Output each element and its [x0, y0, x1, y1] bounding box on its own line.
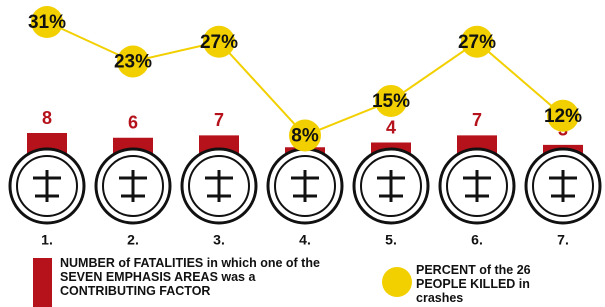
percent-label: 15% [372, 91, 410, 112]
bar-value-label: 4 [386, 117, 396, 137]
legend-dot-swatch [382, 267, 412, 297]
x-tick-label: 6. [471, 232, 483, 248]
percent-label: 23% [114, 51, 152, 72]
bar-value-label: 6 [128, 113, 138, 133]
bar-value-label: 7 [472, 110, 482, 130]
icon [526, 149, 600, 223]
x-tick-label: 7. [557, 232, 569, 248]
x-tick-label: 4. [299, 232, 311, 248]
percent-label: 27% [200, 32, 238, 53]
icon [354, 149, 428, 223]
percent-label: 12% [544, 106, 582, 127]
x-tick-label: 3. [213, 232, 225, 248]
legend-bar-swatch [33, 258, 52, 307]
x-tick-label: 5. [385, 232, 397, 248]
x-tick-label: 2. [127, 232, 139, 248]
infographic: 86724731.2.3.4.5.6.7.31%23%27%8%15%27%12… [0, 0, 605, 307]
x-tick-label: 1. [41, 232, 53, 248]
icon [440, 149, 514, 223]
icon [96, 149, 170, 223]
legend-bar-label: NUMBER of FATALITIES in which one of the… [60, 256, 340, 298]
icon [268, 149, 342, 223]
legend-dot-label: PERCENT of the 26 PEOPLE KILLED in crash… [416, 263, 566, 305]
percent-label: 31% [28, 12, 66, 33]
bar-value-label: 8 [42, 108, 52, 128]
percent-label: 27% [458, 32, 496, 53]
icon [10, 149, 84, 223]
bar-value-label: 7 [214, 110, 224, 130]
icon [182, 149, 256, 223]
percent-label: 8% [291, 126, 319, 147]
